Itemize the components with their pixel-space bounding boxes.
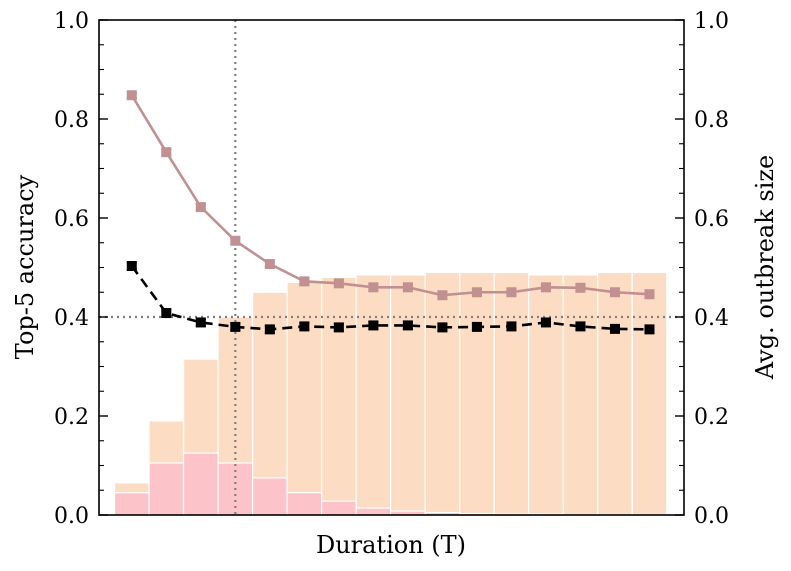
series1-point-2: [161, 147, 172, 158]
bar-series1-15: [597, 271, 633, 516]
ytick-label-right-4: 0.6: [694, 207, 729, 232]
series2-line: [130, 265, 650, 331]
bar-series2-6: [286, 492, 323, 516]
bar-series1-6: [286, 281, 323, 516]
ytick-label-left-1: 0.0: [54, 504, 89, 529]
series2-point-15: [609, 323, 620, 334]
series2-point-12: [506, 321, 517, 332]
series1-point-12: [506, 287, 517, 298]
bar-series1-9: [390, 274, 426, 516]
series1-line: [130, 94, 650, 297]
bar-series2-8: [355, 507, 392, 516]
series2-point-6: [299, 321, 310, 332]
ytick-label-left-3: 0.4: [54, 306, 89, 331]
series2-point-7: [333, 322, 344, 333]
bar-series2-2: [148, 462, 185, 516]
series2-point-9: [402, 320, 413, 331]
series2-point-3: [195, 317, 206, 328]
ytick-label-right-3: 0.4: [694, 306, 729, 331]
series1-point-5: [264, 259, 275, 270]
series2-point-2: [161, 308, 172, 319]
ytick-label-right-2: 0.2: [694, 405, 729, 430]
series1-point-1: [126, 90, 137, 101]
ytick-label-left-6: 1.0: [54, 9, 89, 34]
bars-layer: [113, 271, 668, 516]
bar-series1-7: [321, 276, 357, 516]
x-axis-label: Duration (T): [316, 531, 466, 559]
series2-point-14: [575, 321, 586, 332]
bar-series2-7: [321, 500, 357, 516]
bar-series1-12: [493, 271, 530, 516]
ytick-label-right-6: 1.0: [694, 9, 729, 34]
series1-point-13: [540, 282, 551, 293]
ytick-label-left-2: 0.2: [54, 405, 89, 430]
ytick-label-left-4: 0.6: [54, 207, 89, 232]
series2-point-10: [437, 322, 448, 333]
series1-point-6: [299, 276, 310, 287]
series2-point-16: [644, 324, 655, 335]
series2-point-5: [264, 324, 275, 335]
bar-series1-13: [528, 274, 564, 516]
bar-series1-10: [424, 271, 461, 516]
bar-series1-11: [459, 271, 495, 516]
ytick-label-left-5: 0.8: [54, 108, 89, 133]
y-axis-left-label: Top-5 accuracy: [11, 174, 39, 359]
bar-series2-1: [113, 492, 150, 516]
series-layer: [126, 90, 655, 335]
bar-series1-8: [355, 274, 392, 516]
series2-point-1: [126, 261, 137, 272]
reference-lines: [99, 20, 684, 515]
bar-series2-5: [251, 477, 288, 516]
series1-point-8: [368, 282, 379, 293]
bar-series1-14: [562, 274, 599, 516]
series1-point-11: [471, 287, 482, 298]
series1-point-3: [195, 202, 206, 213]
series2-point-8: [368, 320, 379, 331]
series1-point-4: [230, 235, 241, 246]
series2-point-13: [540, 317, 551, 328]
ytick-label-right-1: 0.0: [694, 504, 729, 529]
bar-series1-16: [631, 271, 668, 516]
series1-point-10: [437, 290, 448, 301]
series2-point-11: [471, 321, 482, 332]
series1-point-14: [575, 282, 586, 293]
series1-point-15: [609, 287, 620, 298]
series1-point-16: [644, 289, 655, 300]
series2-point-4: [230, 321, 241, 332]
ytick-label-right-5: 0.8: [694, 108, 729, 133]
series1-point-7: [333, 278, 344, 289]
series1-point-9: [402, 282, 413, 293]
axis-ticks: 0.0 0.0 0.2 0.2 0.4 0.4 0.6 0.6 0.8 0.8 1.0 1.0: [54, 9, 729, 529]
y-axis-right-label: Avg. outbreak size: [751, 155, 779, 380]
bar-series2-3: [182, 452, 219, 516]
